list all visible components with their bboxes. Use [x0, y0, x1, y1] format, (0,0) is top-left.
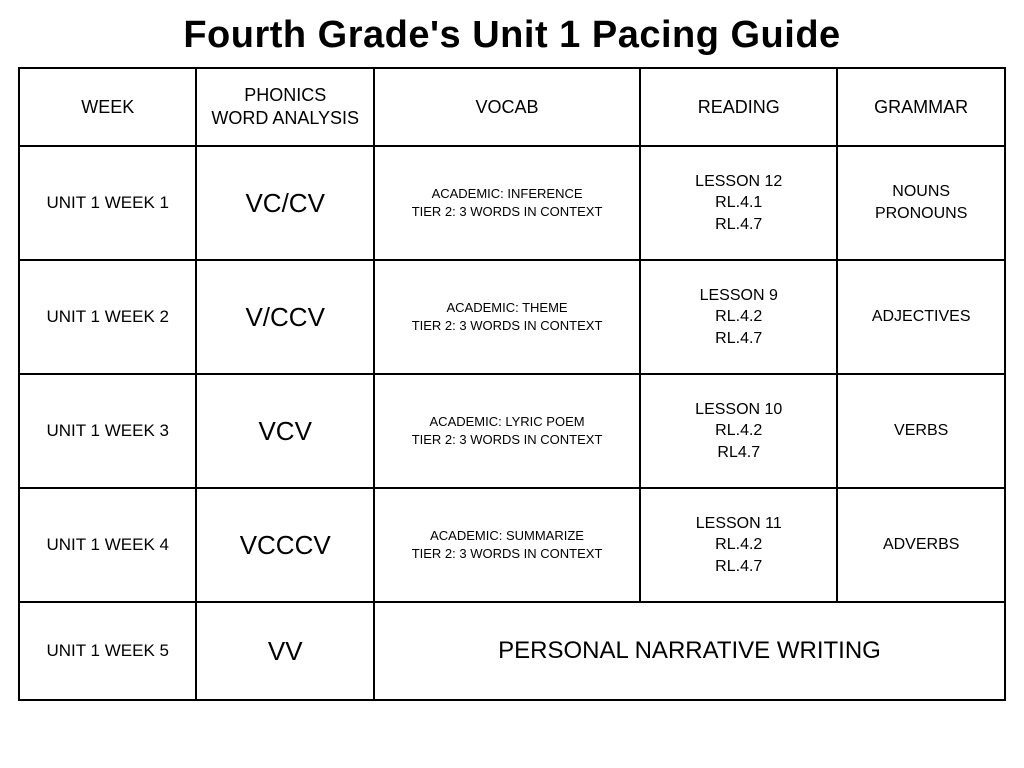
- table-row: UNIT 1 WEEK 5 VV PERSONAL NARRATIVE WRIT…: [19, 602, 1005, 700]
- cell-grammar-l1: NOUNS: [892, 183, 950, 200]
- col-header-phonics: PHONICS WORD ANALYSIS: [196, 68, 373, 146]
- cell-merged-writing: PERSONAL NARRATIVE WRITING: [374, 602, 1005, 700]
- col-header-phonics-l1: PHONICS: [244, 85, 326, 105]
- cell-reading: LESSON 11 RL.4.2 RL.4.7: [640, 488, 837, 602]
- cell-grammar-l1: ADVERBS: [883, 536, 959, 553]
- table-row: UNIT 1 WEEK 3 VCV ACADEMIC: LYRIC POEM T…: [19, 374, 1005, 488]
- cell-reading-l3: RL.4.7: [715, 558, 762, 575]
- cell-grammar-l1: ADJECTIVES: [872, 308, 971, 325]
- cell-week: UNIT 1 WEEK 5: [19, 602, 196, 700]
- cell-vocab-l2: TIER 2: 3 WORDS IN CONTEXT: [412, 546, 603, 561]
- cell-vocab-l1: ACADEMIC: INFERENCE: [432, 186, 583, 201]
- cell-vocab: ACADEMIC: THEME TIER 2: 3 WORDS IN CONTE…: [374, 260, 640, 374]
- table-header-row: WEEK PHONICS WORD ANALYSIS VOCAB READING…: [19, 68, 1005, 146]
- cell-vocab-l1: ACADEMIC: LYRIC POEM: [430, 414, 585, 429]
- cell-reading: LESSON 9 RL.4.2 RL.4.7: [640, 260, 837, 374]
- cell-week: UNIT 1 WEEK 2: [19, 260, 196, 374]
- cell-reading-l1: LESSON 9: [700, 287, 778, 304]
- page-title: Fourth Grade's Unit 1 Pacing Guide: [18, 14, 1006, 57]
- cell-reading-l1: LESSON 12: [695, 173, 782, 190]
- cell-vocab: ACADEMIC: SUMMARIZE TIER 2: 3 WORDS IN C…: [374, 488, 640, 602]
- cell-week: UNIT 1 WEEK 3: [19, 374, 196, 488]
- cell-grammar: NOUNS PRONOUNS: [837, 146, 1005, 260]
- cell-vocab: ACADEMIC: INFERENCE TIER 2: 3 WORDS IN C…: [374, 146, 640, 260]
- cell-reading-l3: RL4.7: [717, 444, 760, 461]
- cell-vocab-l1: ACADEMIC: SUMMARIZE: [430, 528, 584, 543]
- cell-vocab-l2: TIER 2: 3 WORDS IN CONTEXT: [412, 432, 603, 447]
- cell-phonics: VCV: [196, 374, 373, 488]
- col-header-grammar: GRAMMAR: [837, 68, 1005, 146]
- cell-grammar: ADVERBS: [837, 488, 1005, 602]
- cell-phonics: VC/CV: [196, 146, 373, 260]
- table-row: UNIT 1 WEEK 4 VCCCV ACADEMIC: SUMMARIZE …: [19, 488, 1005, 602]
- cell-phonics: VCCCV: [196, 488, 373, 602]
- cell-phonics: VV: [196, 602, 373, 700]
- cell-reading-l2: RL.4.1: [715, 194, 762, 211]
- cell-phonics: V/CCV: [196, 260, 373, 374]
- cell-reading-l1: LESSON 10: [695, 401, 782, 418]
- cell-vocab-l2: TIER 2: 3 WORDS IN CONTEXT: [412, 318, 603, 333]
- cell-reading-l1: LESSON 11: [696, 515, 782, 532]
- cell-vocab-l1: ACADEMIC: THEME: [446, 300, 567, 315]
- cell-grammar-l1: VERBS: [894, 422, 948, 439]
- cell-vocab: ACADEMIC: LYRIC POEM TIER 2: 3 WORDS IN …: [374, 374, 640, 488]
- cell-reading: LESSON 10 RL.4.2 RL4.7: [640, 374, 837, 488]
- table-row: UNIT 1 WEEK 2 V/CCV ACADEMIC: THEME TIER…: [19, 260, 1005, 374]
- cell-reading: LESSON 12 RL.4.1 RL.4.7: [640, 146, 837, 260]
- page: Fourth Grade's Unit 1 Pacing Guide WEEK …: [0, 0, 1024, 719]
- col-header-phonics-l2: WORD ANALYSIS: [211, 108, 359, 128]
- cell-reading-l2: RL.4.2: [715, 536, 762, 553]
- col-header-week: WEEK: [19, 68, 196, 146]
- table-row: UNIT 1 WEEK 1 VC/CV ACADEMIC: INFERENCE …: [19, 146, 1005, 260]
- cell-reading-l3: RL.4.7: [715, 330, 762, 347]
- pacing-table: WEEK PHONICS WORD ANALYSIS VOCAB READING…: [18, 67, 1006, 701]
- col-header-vocab: VOCAB: [374, 68, 640, 146]
- cell-week: UNIT 1 WEEK 4: [19, 488, 196, 602]
- cell-reading-l2: RL.4.2: [715, 422, 762, 439]
- col-header-reading: READING: [640, 68, 837, 146]
- cell-week: UNIT 1 WEEK 1: [19, 146, 196, 260]
- cell-grammar-l2: PRONOUNS: [875, 205, 967, 222]
- cell-grammar: VERBS: [837, 374, 1005, 488]
- cell-reading-l2: RL.4.2: [715, 308, 762, 325]
- cell-reading-l3: RL.4.7: [715, 216, 762, 233]
- cell-grammar: ADJECTIVES: [837, 260, 1005, 374]
- cell-vocab-l2: TIER 2: 3 WORDS IN CONTEXT: [412, 204, 603, 219]
